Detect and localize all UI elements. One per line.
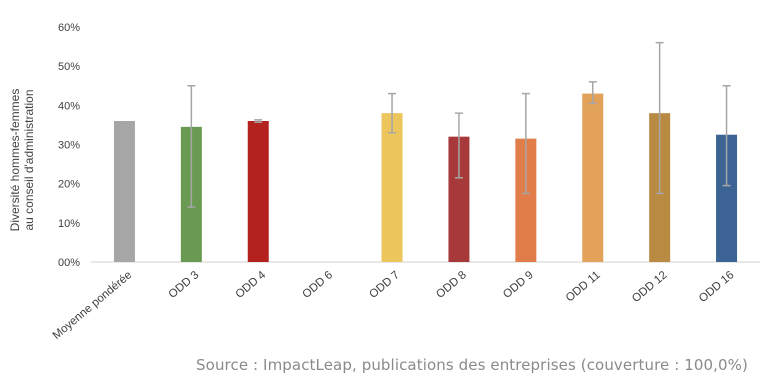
x-tick-label: ODD 8 <box>434 269 469 301</box>
x-tick-label: ODD 6 <box>300 269 335 301</box>
y-tick-label: 40% <box>58 100 80 112</box>
y-tick-label: 60% <box>58 22 80 34</box>
y-axis-label-line-2: au conseil d'administration <box>22 89 36 231</box>
bar <box>716 134 738 262</box>
y-tick-label: 10% <box>58 218 80 230</box>
x-tick-label: ODD 11 <box>564 269 603 304</box>
x-tick-label: ODD 9 <box>501 269 536 301</box>
y-axis-label: Diversité hommes-femmes au conseil d'adm… <box>8 89 36 232</box>
y-tick-label: 20% <box>58 179 80 191</box>
bar <box>247 121 269 262</box>
y-tick-label: 00% <box>58 257 80 269</box>
x-tick-label: ODD 7 <box>367 269 402 301</box>
x-tick-label: ODD 16 <box>697 269 737 305</box>
bar <box>113 121 135 262</box>
x-tick-label: ODD 3 <box>167 269 202 301</box>
y-tick-label: 50% <box>58 61 80 73</box>
y-tick-label: 30% <box>58 140 80 152</box>
x-tick-label: ODD 12 <box>630 269 670 305</box>
x-tick-label: ODD 4 <box>234 269 269 301</box>
y-axis-label-line-1: Diversité hommes-femmes <box>8 88 22 232</box>
source-note: Source : ImpactLeap, publications des en… <box>196 356 748 374</box>
bar <box>381 113 403 263</box>
bar <box>515 138 537 262</box>
bar <box>582 93 604 262</box>
bar <box>448 136 470 262</box>
x-tick-label: Moyenne pondérée <box>51 269 135 342</box>
